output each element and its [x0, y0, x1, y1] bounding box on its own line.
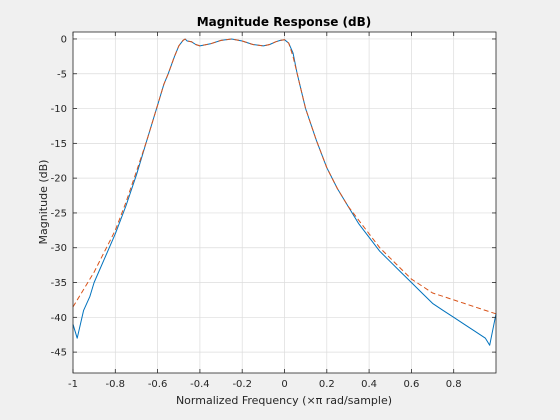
- y-tick-labels: 0 -5 -10 -15 -20 -25 -30 -35 -40 -45: [51, 34, 67, 358]
- grid: [72, 32, 496, 373]
- x-tick-label: -1: [68, 379, 78, 390]
- y-tick-label: -45: [51, 348, 67, 359]
- chart-title: Magnitude Response (dB): [197, 15, 372, 29]
- y-tick-label: -35: [51, 278, 67, 289]
- y-tick-label: -15: [51, 139, 67, 150]
- x-tick-label: 0.2: [319, 379, 335, 390]
- x-tick-label: -0.4: [190, 379, 210, 390]
- y-axis-label: Magnitude (dB): [37, 160, 50, 245]
- y-tick-label: -40: [51, 313, 67, 324]
- x-tick-label: 0.6: [403, 379, 419, 390]
- y-tick-label: -5: [57, 69, 67, 80]
- y-tick-label: -25: [51, 208, 67, 219]
- x-tick-label: -0.6: [148, 379, 168, 390]
- series-line-dashed: [72, 38, 497, 315]
- y-tick-label: -10: [51, 104, 67, 115]
- y-tick-label: -30: [51, 243, 67, 254]
- data-series: [72, 38, 497, 346]
- y-tick-label: -20: [51, 174, 67, 185]
- x-tick-labels: -1 -0.8 -0.6 -0.4 -0.2 0 0.2 0.4 0.6 0.8: [68, 379, 462, 390]
- x-tick-label: 0.8: [446, 379, 462, 390]
- y-tick-label: 0: [61, 34, 67, 45]
- x-axis-label: Normalized Frequency (×π rad/sample): [176, 394, 392, 407]
- x-tick-label: -0.8: [106, 379, 126, 390]
- x-tick-label: 0: [281, 379, 287, 390]
- x-tick-label: -0.2: [232, 379, 252, 390]
- ticks: [72, 32, 496, 373]
- x-tick-label: 0.4: [361, 379, 377, 390]
